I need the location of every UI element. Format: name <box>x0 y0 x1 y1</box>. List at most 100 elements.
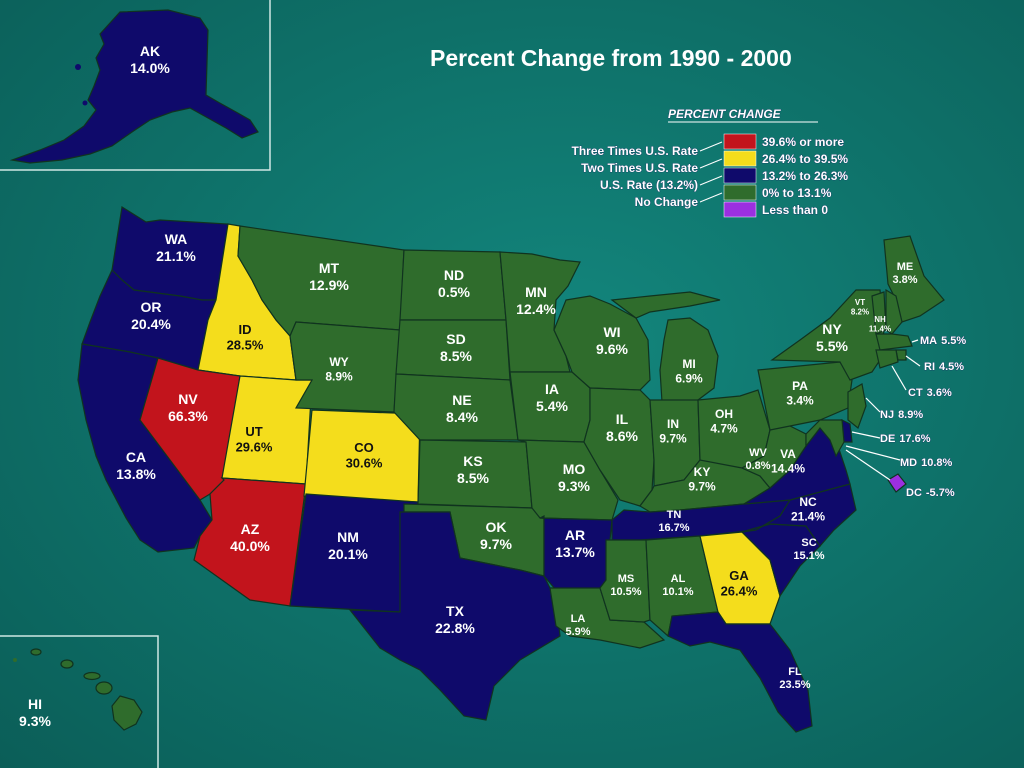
state-label-fl: FL 23.5% <box>779 666 810 691</box>
state-value-fl: 23.5% <box>779 679 810 691</box>
legend-item-label-3: 0% to 13.1% <box>762 186 832 200</box>
callout-abbr-ri: RI <box>924 361 935 373</box>
state-value-vt: 8.2% <box>851 308 869 317</box>
state-label-ca: CA 13.8% <box>116 449 156 482</box>
state-abbr-mi: MI <box>682 357 695 371</box>
state-label-pa: PA 3.4% <box>786 379 814 407</box>
state-value-nc: 21.4% <box>791 509 825 523</box>
callout-value-ri: 4.5% <box>939 361 964 373</box>
state-value-la: 5.9% <box>565 626 590 638</box>
state-abbr-al: AL <box>671 573 686 585</box>
state-label-nc: NC 21.4% <box>791 495 825 523</box>
legend-item-label-2: 13.2% to 26.3% <box>762 169 848 183</box>
state-value-nd: 0.5% <box>438 284 470 300</box>
state-value-or: 20.4% <box>131 316 171 332</box>
state-md <box>805 419 845 458</box>
state-abbr-va: VA <box>780 447 796 461</box>
callout-lines <box>845 339 921 481</box>
state-ct <box>875 349 899 369</box>
state-abbr-mo: MO <box>563 461 586 477</box>
state-value-ny: 5.5% <box>816 338 848 354</box>
state-abbr-ks: KS <box>463 453 482 469</box>
state-abbr-ne: NE <box>452 392 471 408</box>
state-label-nm: NM 20.1% <box>328 529 368 562</box>
hawaii-oahu <box>60 659 74 669</box>
state-value-va: 14.4% <box>771 461 805 475</box>
callout-abbr-dc: DC <box>906 487 922 499</box>
state-labels: AK 14.0% HI 9.3% WA 21.1% OR 20.4% CA 13.8% ID 28.5… <box>19 43 967 729</box>
state-label-il: IL 8.6% <box>606 411 638 444</box>
callout-abbr-nj: NJ <box>880 409 894 421</box>
state-label-tn: TN 16.7% <box>658 509 689 534</box>
legend-item-label-1: 26.4% to 39.5% <box>762 152 848 166</box>
state-label-co: CO 30.6% <box>346 440 383 471</box>
state-label-al: AL 10.1% <box>662 573 693 598</box>
state-value-me: 3.8% <box>892 274 917 286</box>
state-label-mt: MT 12.9% <box>309 260 349 293</box>
state-value-nv: 66.3% <box>168 408 208 424</box>
state-abbr-co: CO <box>354 440 374 455</box>
state-ne <box>393 373 519 441</box>
state-abbr-wy: WY <box>329 355 348 369</box>
callout-value-md: 10.8% <box>921 457 952 469</box>
callout-value-ma: 5.5% <box>941 335 966 347</box>
state-value-ga: 26.4% <box>721 584 758 599</box>
state-label-oh: OH 4.7% <box>710 407 738 435</box>
callout-value-de: 17.6% <box>899 433 930 445</box>
state-abbr-hi: HI <box>28 696 42 712</box>
state-abbr-fl: FL <box>788 666 802 678</box>
state-ma <box>875 333 913 351</box>
state-abbr-ut: UT <box>245 424 262 439</box>
state-abbr-nv: NV <box>178 391 198 407</box>
state-label-va: VA 14.4% <box>771 447 805 475</box>
state-value-co: 30.6% <box>346 456 383 471</box>
state-value-il: 8.6% <box>606 428 638 444</box>
state-label-id: ID 28.5% <box>227 322 264 353</box>
state-label-ut: UT 29.6% <box>236 424 273 455</box>
state-value-al: 10.1% <box>662 586 693 598</box>
state-abbr-oh: OH <box>715 407 733 421</box>
state-label-nd: ND 0.5% <box>438 267 470 300</box>
state-value-tx: 22.8% <box>435 620 475 636</box>
callout-label-md: MD 10.8% <box>900 457 953 469</box>
legend-swatch-4 <box>723 201 757 218</box>
state-label-hi: HI 9.3% <box>19 696 51 729</box>
state-value-ak: 14.0% <box>130 60 170 76</box>
state-abbr-ak: AK <box>140 43 160 59</box>
state-value-sc: 15.1% <box>793 550 824 562</box>
state-abbr-tn: TN <box>667 509 682 521</box>
state-value-nm: 20.1% <box>328 546 368 562</box>
callout-label-nj: NJ 8.9% <box>880 409 923 421</box>
state-label-or: OR 20.4% <box>131 299 171 332</box>
state-abbr-az: AZ <box>241 521 260 537</box>
state-label-mn: MN 12.4% <box>516 284 556 317</box>
state-label-vt: VT 8.2% <box>851 298 869 317</box>
state-value-ca: 13.8% <box>116 466 156 482</box>
state-abbr-in: IN <box>667 417 679 431</box>
callout-value-ct: 3.6% <box>927 387 952 399</box>
state-nh <box>885 288 903 335</box>
state-abbr-sc: SC <box>801 537 816 549</box>
state-dc <box>887 473 907 493</box>
state-abbr-ms: MS <box>618 573 635 585</box>
state-label-wa: WA 21.1% <box>156 231 196 264</box>
state-abbr-nh: NH <box>874 315 886 324</box>
legend-swatch-3 <box>723 184 757 201</box>
state-abbr-tx: TX <box>446 603 465 619</box>
legend-item-label-4: Less than 0 <box>762 203 828 217</box>
state-value-nh: 11.4% <box>869 325 891 334</box>
legend-leader-3 <box>699 192 723 203</box>
legend-swatch-2 <box>723 167 757 184</box>
state-label-mo: MO 9.3% <box>558 461 590 494</box>
legend-rate-label-0: Three Times U.S. Rate <box>572 144 699 158</box>
state-value-ks: 8.5% <box>457 470 489 486</box>
state-value-wv: 0.8% <box>745 460 770 472</box>
state-label-sc: SC 15.1% <box>793 537 824 562</box>
state-abbr-ny: NY <box>822 321 842 337</box>
state-value-sd: 8.5% <box>440 348 472 364</box>
map-title: Percent Change from 1990 - 2000 <box>430 45 792 71</box>
state-hi <box>111 695 143 731</box>
state-label-ia: IA 5.4% <box>536 381 568 414</box>
state-label-tx: TX 22.8% <box>435 603 475 636</box>
